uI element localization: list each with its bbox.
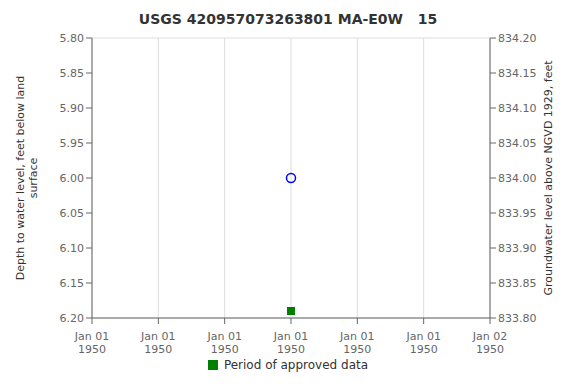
- svg-text:5.80: 5.80: [60, 32, 85, 45]
- svg-text:834.00: 834.00: [498, 172, 537, 185]
- svg-text:834.20: 834.20: [498, 32, 537, 45]
- svg-text:Jan 011950: Jan 011950: [339, 330, 374, 356]
- svg-text:6.10: 6.10: [60, 242, 85, 255]
- svg-text:5.85: 5.85: [60, 67, 85, 80]
- svg-text:Jan 011950: Jan 011950: [74, 330, 109, 356]
- svg-text:833.95: 833.95: [498, 207, 537, 220]
- svg-text:Groundwater level above NGVD 1: Groundwater level above NGVD 1929, feet: [542, 60, 555, 296]
- svg-text:834.05: 834.05: [498, 137, 537, 150]
- svg-text:5.90: 5.90: [60, 102, 85, 115]
- svg-text:834.10: 834.10: [498, 102, 537, 115]
- svg-text:834.15: 834.15: [498, 67, 537, 80]
- svg-text:5.95: 5.95: [60, 137, 85, 150]
- svg-text:833.85: 833.85: [498, 277, 537, 290]
- svg-text:Jan 011950: Jan 011950: [273, 330, 308, 356]
- html-text:USGS 420957073263801 MA-E0W 15: USGS 420957073263801 MA-E0W 15: [138, 11, 438, 27]
- svg-text:Jan 011950: Jan 011950: [140, 330, 175, 356]
- svg-text:833.80: 833.80: [498, 312, 537, 325]
- svg-text:6.20: 6.20: [60, 312, 85, 325]
- svg-text:6.00: 6.00: [60, 172, 85, 185]
- svg-text:Jan 011950: Jan 011950: [206, 330, 241, 356]
- svg-text:Depth to water level, feet bel: Depth to water level, feet below landsur…: [14, 76, 40, 281]
- svg-text:Jan 011950: Jan 011950: [405, 330, 440, 356]
- svg-text:833.90: 833.90: [498, 242, 537, 255]
- html-text:Period of approved data: Period of approved data: [223, 358, 369, 372]
- svg-text:6.05: 6.05: [60, 207, 85, 220]
- svg-text:Jan 021950: Jan 021950: [472, 330, 507, 356]
- svg-text:6.15: 6.15: [60, 277, 85, 290]
